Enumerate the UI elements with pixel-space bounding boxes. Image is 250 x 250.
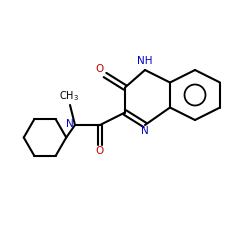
Text: CH$_3$: CH$_3$: [59, 89, 79, 103]
Text: N: N: [141, 126, 149, 136]
Text: O: O: [96, 64, 104, 74]
Text: O: O: [96, 146, 104, 156]
Text: NH: NH: [137, 56, 153, 66]
Text: N: N: [66, 119, 74, 129]
